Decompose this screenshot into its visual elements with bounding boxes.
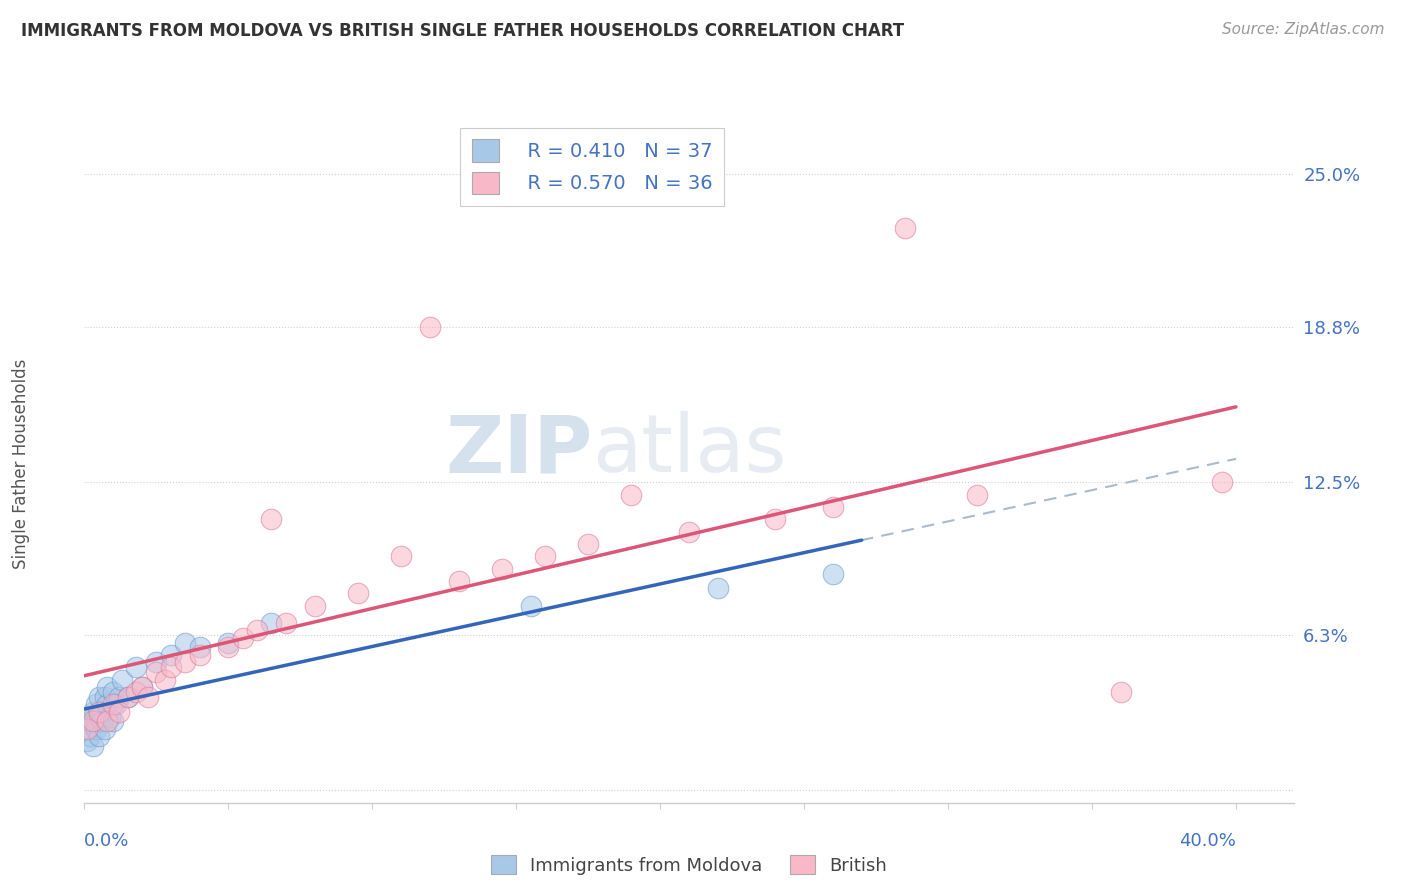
Point (678, 524, 700, 539)
Point (96, 680, 118, 694)
Point (101, 685, 124, 699)
Point (620, 488, 643, 502)
Point (159, 648, 181, 662)
Text: atlas: atlas (592, 411, 786, 490)
Point (125, 685, 148, 699)
Text: Source: ZipAtlas.com: Source: ZipAtlas.com (1222, 22, 1385, 37)
Point (76, 722, 98, 736)
Point (101, 714, 124, 729)
Point (101, 697, 124, 711)
Point (76, 722, 98, 736)
Point (98, 709, 121, 723)
Point (87, 729, 110, 743)
Point (1109, 685, 1132, 699)
Point (821, 500, 844, 514)
Point (145, 665, 167, 680)
Point (76, 734, 98, 748)
Text: Single Father Households: Single Father Households (13, 359, 30, 569)
Point (111, 673, 134, 687)
Point (84, 697, 107, 711)
Point (304, 599, 326, 613)
Point (966, 488, 988, 502)
Point (87, 705, 110, 719)
Point (82, 739, 104, 753)
Point (260, 512, 283, 526)
Point (174, 635, 197, 649)
Point (96, 714, 118, 729)
Point (894, 221, 917, 235)
Point (217, 635, 239, 649)
Point (90, 714, 112, 729)
Point (188, 648, 211, 662)
Point (534, 549, 557, 564)
Point (232, 631, 254, 645)
Point (82, 705, 104, 719)
Point (159, 660, 181, 674)
Point (93, 722, 115, 736)
Point (87, 690, 110, 704)
Point (447, 574, 470, 588)
Point (96, 697, 118, 711)
Point (108, 690, 131, 704)
Point (108, 705, 131, 719)
Point (93, 690, 115, 704)
Point (174, 655, 197, 669)
Point (763, 512, 786, 526)
Point (347, 586, 370, 600)
Text: 40.0%: 40.0% (1180, 832, 1236, 850)
Point (84, 722, 107, 736)
Point (90, 705, 112, 719)
Point (79, 729, 101, 743)
Point (821, 566, 844, 581)
Point (131, 680, 153, 694)
Point (217, 640, 239, 655)
Point (136, 690, 159, 704)
Point (145, 655, 167, 669)
Legend: Immigrants from Moldova, British: Immigrants from Moldova, British (484, 848, 894, 882)
Point (82, 709, 104, 723)
Point (117, 690, 139, 704)
Point (389, 549, 412, 564)
Point (79, 714, 101, 729)
Point (84, 714, 107, 729)
Text: ZIP: ZIP (444, 411, 592, 490)
Point (1211, 475, 1233, 490)
Point (576, 537, 599, 551)
Point (125, 660, 148, 674)
Point (274, 615, 297, 630)
Point (82, 714, 104, 729)
Point (246, 624, 269, 638)
Point (153, 673, 176, 687)
Point (131, 680, 153, 694)
Point (419, 320, 441, 334)
Point (188, 640, 211, 655)
Point (260, 615, 283, 630)
Point (117, 690, 139, 704)
Point (105, 697, 128, 711)
Text: IMMIGRANTS FROM MOLDOVA VS BRITISH SINGLE FATHER HOUSEHOLDS CORRELATION CHART: IMMIGRANTS FROM MOLDOVA VS BRITISH SINGL… (21, 22, 904, 40)
Text: 0.0%: 0.0% (84, 832, 129, 850)
Point (519, 599, 541, 613)
Point (491, 561, 513, 575)
Point (706, 582, 728, 596)
Point (87, 709, 110, 723)
